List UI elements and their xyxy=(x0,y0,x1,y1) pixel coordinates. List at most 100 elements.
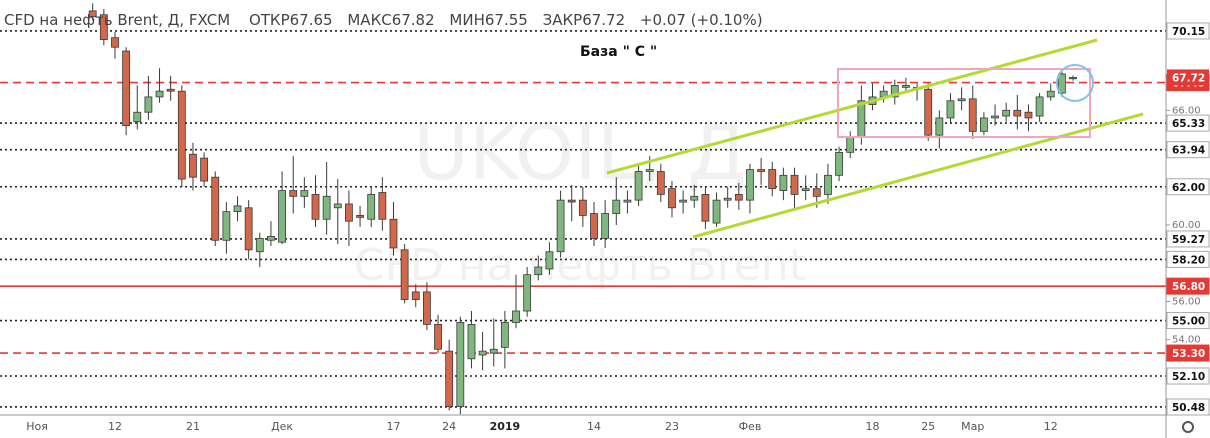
candle-body xyxy=(489,348,498,354)
x-tick-label: Мар xyxy=(961,420,984,433)
candle-body xyxy=(512,310,520,323)
header-value: 67.55 xyxy=(485,11,528,29)
candle-body xyxy=(801,188,810,191)
candle-body xyxy=(99,14,108,40)
candle-body xyxy=(779,174,788,191)
candle-body xyxy=(244,207,253,251)
candle-body xyxy=(255,237,264,253)
candle-body xyxy=(1069,77,1077,80)
candle-body xyxy=(935,117,944,136)
candle-body xyxy=(311,194,320,220)
candle-body xyxy=(534,266,543,276)
candle-body xyxy=(400,249,409,300)
x-tick-label: Фев xyxy=(739,420,762,433)
x-tick-label: Дек xyxy=(271,420,293,433)
candle-body xyxy=(222,211,231,241)
last-price-box xyxy=(1167,69,1209,86)
candle-body xyxy=(1024,111,1033,119)
header: CFD на нефть Brent, Д, FXCM ОТКР67.65 МА… xyxy=(4,11,763,29)
x-tick-label: 17 xyxy=(386,420,400,433)
candle-body xyxy=(434,323,442,350)
header-label: ОТКР xyxy=(249,11,290,29)
candle-body xyxy=(734,194,743,201)
candle-body xyxy=(500,322,509,348)
level-label: 70.15 xyxy=(1172,26,1205,38)
watermark-name: CFD на нефть Brent xyxy=(354,240,806,291)
axis: 66.0060.0056.0054.0070.1567.4565.3363.94… xyxy=(26,22,1210,433)
candle-body xyxy=(824,174,832,195)
header-value: 67.72 xyxy=(582,11,625,29)
candle-body xyxy=(712,199,721,224)
candle-body xyxy=(200,157,209,182)
level-label-box xyxy=(1166,22,1210,40)
candle-body xyxy=(1057,73,1066,94)
level-label-box xyxy=(1166,250,1210,268)
candle-body xyxy=(233,205,242,213)
x-tick-label: 2019 xyxy=(490,420,521,433)
candle-body xyxy=(846,136,855,153)
watermark-symbol: UKOIL, Д xyxy=(413,108,747,197)
y-tick-label: 60.00 xyxy=(1172,220,1201,231)
level-label-box xyxy=(1166,398,1210,416)
last-price-label: 67.72 xyxy=(1172,72,1205,84)
x-tick-label: 18 xyxy=(866,420,880,433)
candle-body xyxy=(1035,96,1044,117)
trend-line-lower xyxy=(692,112,1144,239)
candle-body xyxy=(333,203,342,209)
x-tick-label: 23 xyxy=(665,420,679,433)
candles xyxy=(88,3,1077,415)
header-change: +0.07 (+0.10%) xyxy=(640,11,763,29)
level-label-box xyxy=(1166,178,1210,196)
candle-body xyxy=(578,199,587,216)
candle-body xyxy=(166,88,175,92)
range-box xyxy=(837,68,1091,138)
level-label-box xyxy=(1166,230,1210,248)
candle-body xyxy=(445,350,454,407)
level-label-box xyxy=(1166,277,1210,295)
y-tick-label: 54.00 xyxy=(1172,335,1201,346)
candle-body xyxy=(991,115,999,119)
y-tick-label: 56.00 xyxy=(1172,296,1201,307)
level-label: 59.27 xyxy=(1172,234,1205,246)
annotation: База " С " xyxy=(580,44,657,60)
candle-body xyxy=(902,85,910,88)
candle-body xyxy=(768,169,777,190)
x-tick-label: 21 xyxy=(186,420,200,433)
x-tick-label: 25 xyxy=(921,420,935,433)
x-tick-label: 24 xyxy=(442,420,456,433)
candle-body xyxy=(857,100,866,138)
x-tick-label: Ноя xyxy=(26,420,48,433)
header-value: 67.65 xyxy=(290,11,333,29)
candle-body xyxy=(211,176,220,241)
candle-body xyxy=(422,291,431,325)
candle-body xyxy=(111,37,119,48)
settings-icon[interactable] xyxy=(1182,421,1194,433)
level-label-box xyxy=(1166,114,1210,132)
candle-body xyxy=(590,213,598,239)
candle-body xyxy=(946,100,955,119)
candle-body xyxy=(155,90,164,98)
candle-body xyxy=(890,85,899,98)
candle-body xyxy=(980,117,988,132)
candle-body xyxy=(456,322,465,407)
candle-body xyxy=(289,190,298,197)
candle-body xyxy=(322,195,331,220)
settings-gear[interactable] xyxy=(1182,421,1194,433)
candle-body xyxy=(133,111,142,123)
highlight-circle xyxy=(1056,64,1094,102)
candle-body xyxy=(790,174,799,195)
candle-body xyxy=(478,350,487,356)
candle-body xyxy=(278,190,286,243)
candle-body xyxy=(345,203,353,222)
level-label: 55.00 xyxy=(1172,316,1205,328)
candle-body xyxy=(122,50,131,126)
candle-body xyxy=(690,195,699,201)
candle-body xyxy=(356,215,364,218)
x-tick-label: 12 xyxy=(1044,420,1058,433)
level-label: 58.20 xyxy=(1172,254,1205,266)
candle-body xyxy=(645,169,654,172)
candle-body xyxy=(757,169,765,172)
candle-body xyxy=(189,153,197,178)
candle-body xyxy=(545,251,554,270)
candle-body xyxy=(1046,90,1055,98)
